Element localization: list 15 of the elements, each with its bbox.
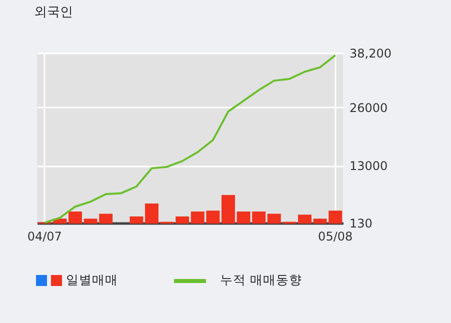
chart-title: 외국인 — [34, 5, 73, 20]
legend-label: 일별매매 — [66, 272, 118, 289]
y-tick-label: 13000 — [350, 159, 388, 174]
y-tick-label: 38,200 — [350, 46, 392, 60]
bar — [68, 212, 82, 224]
x-tick-label: 04/07 — [27, 230, 62, 244]
y-tick-label: 130 — [350, 216, 372, 230]
bar — [298, 214, 312, 224]
legend-label: 누적 매매동향 — [220, 272, 302, 289]
y-tick-label: 26000 — [350, 100, 388, 115]
bar — [130, 216, 144, 224]
bar — [222, 195, 235, 224]
bar — [145, 203, 158, 224]
line-series — [44, 54, 336, 224]
x-tick-label: 05/08 — [318, 230, 353, 244]
